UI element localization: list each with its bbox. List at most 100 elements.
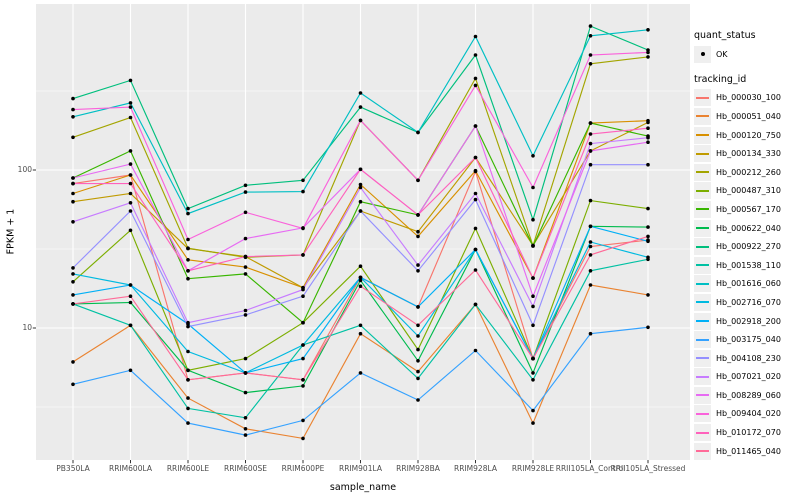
data-point <box>128 78 133 83</box>
line-glyph <box>696 450 709 453</box>
data-point <box>186 237 190 242</box>
x-tick-label-RRIM928BA: RRIM928BA <box>396 464 440 473</box>
legend-item-Hb_000487_310: Hb_000487_310 <box>694 182 800 201</box>
legend-item-label: Hb_000030_100 <box>716 93 781 103</box>
data-point <box>473 76 478 81</box>
legend-key-point <box>694 45 711 63</box>
legend-key-line <box>694 200 711 218</box>
y-tick-label-10: 10 <box>22 323 32 332</box>
data-point <box>128 191 133 196</box>
data-point <box>588 141 593 146</box>
x-tick-label-RRIM600PE: RRIM600PE <box>281 464 325 473</box>
data-point <box>186 320 190 325</box>
data-point <box>243 254 248 259</box>
legend-key-line <box>694 219 711 237</box>
data-point <box>243 183 248 188</box>
data-point <box>358 331 363 336</box>
data-point <box>531 304 535 309</box>
data-point <box>128 181 133 186</box>
line-glyph <box>696 412 709 415</box>
data-point <box>301 418 305 423</box>
legend-item-label: Hb_000922_270 <box>716 242 781 252</box>
data-point <box>358 275 363 280</box>
data-point <box>358 371 363 375</box>
data-point <box>588 240 593 244</box>
data-point <box>531 356 535 361</box>
data-point <box>186 258 190 262</box>
panel-background <box>36 4 690 460</box>
data-point <box>646 225 650 229</box>
data-point <box>186 421 190 425</box>
legend-item-label: Hb_001538_110 <box>716 260 781 270</box>
legend-item-Hb_000134_330: Hb_000134_330 <box>694 144 800 163</box>
line-glyph <box>696 357 709 360</box>
x-tick-label-PB350LA: PB350LA <box>56 464 90 473</box>
legend: quant_status OK tracking_id Hb_000030_10… <box>694 30 800 460</box>
legend-item-label: Hb_007021_020 <box>716 372 781 382</box>
legend-item-ok: OK <box>694 45 800 64</box>
legend-item-label: Hb_004108_230 <box>716 353 781 363</box>
data-point <box>301 178 305 183</box>
legend-title-quant-status: quant_status <box>694 30 756 41</box>
legend-item-Hb_000030_100: Hb_000030_100 <box>694 89 800 108</box>
legend-item-Hb_004108_230: Hb_004108_230 <box>694 349 800 368</box>
data-point <box>186 396 190 400</box>
legend-key-line <box>694 107 711 125</box>
data-point <box>646 239 650 244</box>
data-point <box>588 198 593 203</box>
legend-item-label: Hb_000051_040 <box>716 111 781 121</box>
line-glyph <box>696 264 709 267</box>
data-point <box>416 213 420 217</box>
legend-item-label: Hb_000134_330 <box>716 149 781 159</box>
data-point <box>301 384 305 388</box>
data-point <box>588 224 593 229</box>
data-point <box>588 162 593 167</box>
legend-item-label: Hb_009404_020 <box>716 409 781 419</box>
legend-item-label: Hb_011465_040 <box>716 446 781 456</box>
legend-item-Hb_003175_040: Hb_003175_040 <box>694 330 800 349</box>
data-point <box>301 189 305 194</box>
data-point <box>646 28 650 32</box>
data-point <box>301 436 305 441</box>
line-glyph <box>696 431 709 434</box>
legend-key-line <box>694 368 711 386</box>
data-point <box>128 201 133 205</box>
data-point <box>416 323 420 328</box>
data-point <box>473 34 478 39</box>
data-point <box>243 308 248 313</box>
data-point <box>646 255 650 260</box>
data-point <box>473 348 478 353</box>
legend-item-Hb_000922_270: Hb_000922_270 <box>694 237 800 256</box>
legend-item-label: Hb_010172_070 <box>716 428 781 438</box>
data-point <box>416 376 420 381</box>
data-point <box>358 118 363 123</box>
data-point <box>71 382 75 387</box>
data-point <box>416 398 420 402</box>
line-glyph <box>696 338 709 341</box>
line-glyph <box>696 152 709 155</box>
data-point <box>128 323 133 328</box>
data-point <box>416 234 420 239</box>
data-point <box>416 229 420 234</box>
data-point <box>646 325 650 330</box>
data-point <box>186 378 190 382</box>
data-point <box>358 278 363 283</box>
legend-item-Hb_001616_060: Hb_001616_060 <box>694 275 800 294</box>
data-point <box>243 272 248 276</box>
data-point <box>416 130 420 135</box>
data-point <box>301 294 305 299</box>
data-point <box>301 253 305 257</box>
data-point <box>243 210 248 215</box>
data-point <box>416 263 420 267</box>
data-point <box>71 176 75 180</box>
data-point <box>416 178 420 183</box>
data-point <box>71 280 75 284</box>
data-point <box>646 55 650 59</box>
legend-item-Hb_009404_020: Hb_009404_020 <box>694 405 800 424</box>
x-tick-label-RRIM600LE: RRIM600LE <box>166 464 210 473</box>
data-point <box>473 302 478 307</box>
data-point <box>531 276 535 280</box>
line-glyph <box>696 282 709 285</box>
data-point <box>473 226 478 231</box>
point-glyph <box>700 52 705 57</box>
